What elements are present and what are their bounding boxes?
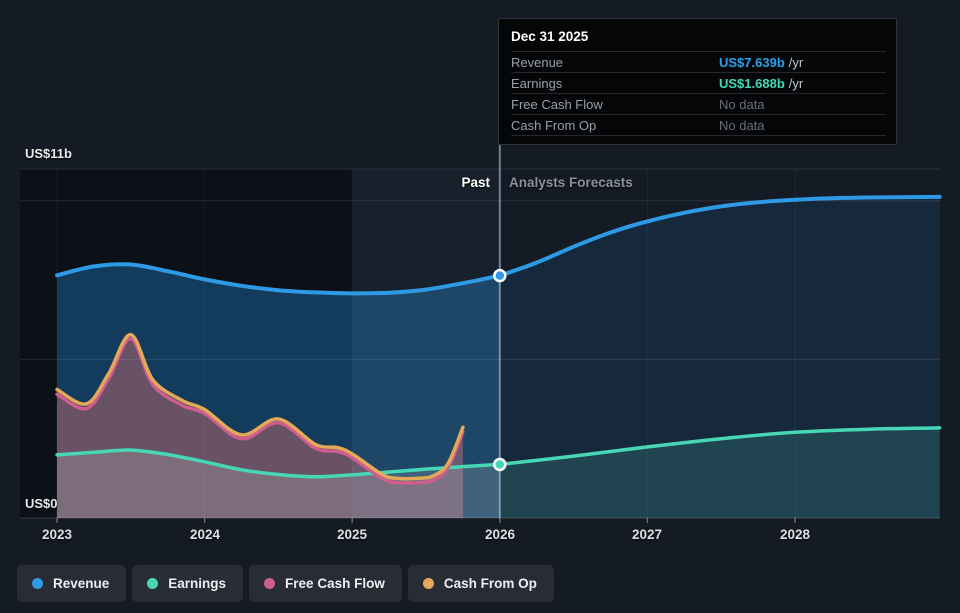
data-tooltip: Dec 31 2025 Revenue US$7.639b /yr Earnin… bbox=[498, 18, 897, 145]
past-region-overlay bbox=[20, 169, 500, 518]
tooltip-earnings-value: US$1.688b bbox=[719, 75, 785, 91]
free-cash-flow-dot-icon bbox=[264, 578, 276, 589]
legend-item-earnings[interactable]: Earnings bbox=[132, 565, 244, 602]
earnings-dot-icon bbox=[147, 578, 159, 589]
tooltip-fcf-label: Free Cash Flow bbox=[511, 96, 603, 112]
area-revenue-forecast bbox=[499, 196, 940, 518]
line-cash-from-op-past bbox=[55, 332, 465, 481]
chart-legend: Revenue Earnings Free Cash Flow Cash Fro… bbox=[17, 565, 560, 602]
tooltip-earnings-label: Earnings bbox=[511, 75, 563, 91]
tooltip-revenue-label: Revenue bbox=[511, 54, 564, 70]
legend-item-free-cash-flow[interactable]: Free Cash Flow bbox=[249, 565, 402, 602]
tooltip-row-free-cash-flow: Free Cash Flow No data bbox=[511, 93, 886, 114]
tooltip-row-cash-from-op: Cash From Op No data bbox=[511, 114, 886, 136]
past-zone-label: Past bbox=[461, 175, 490, 190]
x-axis-label-2028: 2028 bbox=[779, 527, 811, 542]
tooltip-revenue-suffix: /yr bbox=[788, 54, 804, 70]
legend-cashop-label: Cash From Op bbox=[443, 576, 537, 591]
tooltip-cashop-label: Cash From Op bbox=[511, 117, 597, 133]
x-axis-label-2027: 2027 bbox=[631, 527, 663, 542]
line-earnings-forecast bbox=[498, 426, 942, 467]
legend-fcf-label: Free Cash Flow bbox=[285, 576, 385, 591]
x-axis-label-2026: 2026 bbox=[484, 527, 516, 542]
x-axis-label-2024: 2024 bbox=[189, 527, 221, 542]
legend-revenue-label: Revenue bbox=[53, 576, 110, 591]
earnings-marker[interactable] bbox=[493, 457, 507, 472]
line-revenue-past bbox=[55, 262, 502, 296]
tooltip-revenue-value: US$7.639b bbox=[719, 54, 785, 70]
line-free-cash-flow-past bbox=[55, 336, 465, 485]
tooltip-cashop-value: No data bbox=[719, 117, 765, 133]
legend-item-revenue[interactable]: Revenue bbox=[17, 565, 127, 602]
hover-highlight-band bbox=[352, 169, 500, 518]
legend-item-cash-from-op[interactable]: Cash From Op bbox=[407, 565, 554, 602]
y-axis-zero-label: US$0 bbox=[25, 496, 58, 511]
tooltip-row-revenue: Revenue US$7.639b /yr bbox=[511, 51, 886, 72]
y-axis-max-label: US$11b bbox=[25, 146, 72, 161]
tooltip-fcf-value: No data bbox=[719, 96, 765, 112]
x-axis-label-2025: 2025 bbox=[336, 527, 368, 542]
revenue-marker[interactable] bbox=[493, 268, 507, 283]
line-earnings-past bbox=[55, 448, 502, 479]
revenue-dot-icon bbox=[32, 578, 43, 589]
area-cash-from-op-past bbox=[57, 334, 463, 518]
forecast-zone-label: Analysts Forecasts bbox=[509, 175, 633, 190]
legend-earnings-label: Earnings bbox=[168, 576, 227, 591]
tooltip-row-earnings: Earnings US$1.688b /yr bbox=[511, 72, 886, 93]
tooltip-date: Dec 31 2025 bbox=[511, 29, 589, 44]
area-earnings-past bbox=[57, 450, 500, 518]
x-axis-label-2023: 2023 bbox=[41, 527, 73, 542]
line-revenue-forecast bbox=[497, 194, 942, 278]
cash-from-op-dot-icon bbox=[422, 578, 434, 589]
tooltip-earnings-suffix: /yr bbox=[788, 75, 804, 91]
area-earnings-forecast bbox=[499, 427, 940, 518]
